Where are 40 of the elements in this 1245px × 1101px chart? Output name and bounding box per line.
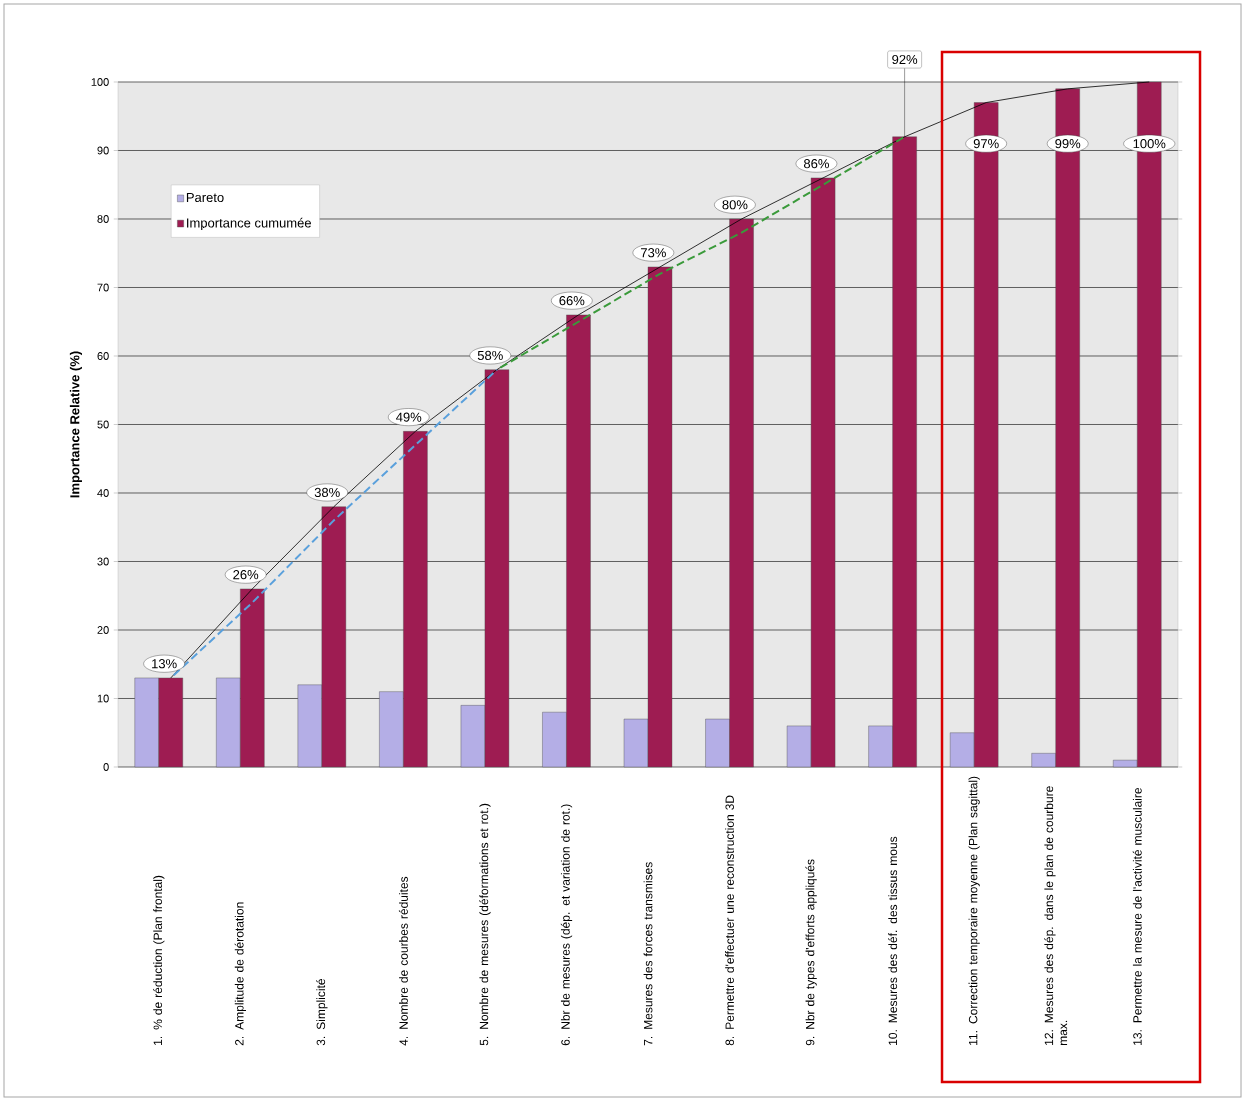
- y-tick-label: 70: [97, 283, 109, 292]
- legend-label: Importance cumumée: [187, 217, 311, 231]
- y-tick-label: 50: [97, 420, 109, 429]
- x-tick-label: 12. Mesures des dép. dans le plan de courbure max.: [1044, 786, 1068, 1045]
- x-tick-label: 1. % de réduction (Plan frontal): [153, 875, 165, 1045]
- data-label: 100%: [1133, 139, 1166, 149]
- data-label: 38%: [314, 487, 340, 498]
- data-label: 49%: [396, 412, 422, 422]
- x-tick-label: 4. Nombre de courbes réduites: [398, 876, 408, 1046]
- y-tick-label: 100: [91, 78, 109, 86]
- x-tick-label: 2. Amplitude de dérotation: [234, 902, 246, 1046]
- y-tick-label: 80: [97, 215, 109, 223]
- x-tick-label: 8. Permettre d'effectuer une reconstruction 3D: [725, 795, 734, 1046]
- x-tick-label: 9. Nbr de types d'efforts appliqués: [805, 859, 817, 1046]
- y-tick-label: 60: [97, 352, 109, 360]
- y-tick-label: 20: [97, 626, 109, 634]
- x-tick-label: 13. Permettre la mesure de l'activité musculaire: [1132, 787, 1142, 1045]
- data-label: 13%: [152, 659, 177, 669]
- x-tick-label: 11. Correction temporaire moyenne (Plan sagittal): [968, 776, 980, 1045]
- x-tick-label: 7. Mesures des forces transmises: [643, 862, 653, 1046]
- data-label: 97%: [973, 139, 999, 149]
- data-label: 58%: [477, 350, 503, 361]
- data-label: 99%: [1055, 139, 1081, 149]
- x-tick-label: 3. Simplicité: [316, 979, 328, 1046]
- x-tick-label: 6. Nbr de mesures (dép. et variation de rot.): [560, 804, 573, 1046]
- x-tick-label: 5. Nombre de mesures (déformations et rot.): [479, 803, 491, 1046]
- legend-label: Pareto: [186, 192, 224, 203]
- y-tick-label: 10: [97, 694, 109, 703]
- y-axis-title: Importance Relative (%): [69, 351, 82, 498]
- x-tick-label: 10. Mesures des déf. des tissus mous: [888, 836, 898, 1045]
- data-label: 80%: [722, 200, 748, 210]
- data-label: 73%: [641, 248, 666, 258]
- data-label: 86%: [803, 159, 829, 169]
- y-tick-label: 90: [97, 146, 109, 155]
- data-label: 66%: [559, 296, 585, 306]
- y-tick-label: 40: [97, 489, 109, 497]
- data-label: 92%: [892, 54, 918, 65]
- y-tick-label: 0: [103, 763, 109, 771]
- y-tick-label: 30: [97, 557, 109, 566]
- data-label: 26%: [233, 570, 259, 580]
